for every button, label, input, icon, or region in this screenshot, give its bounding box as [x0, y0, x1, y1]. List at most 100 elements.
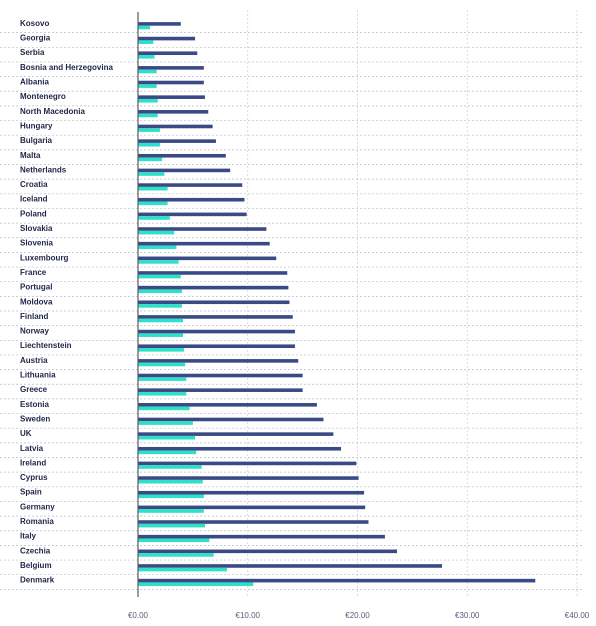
bar-series-1	[138, 403, 317, 407]
bar-series-1	[138, 153, 226, 158]
bar-series-2	[138, 157, 163, 162]
bar-series-2	[138, 69, 157, 74]
category-label: Croatia	[20, 180, 48, 189]
bar-series-2	[138, 55, 155, 59]
bar-series-1	[138, 490, 365, 495]
bar-series-1	[138, 80, 204, 85]
bar-series-1	[138, 300, 290, 305]
x-axis-ticks: €0.00 €10.00 €20.00 €30.00 €40.00	[128, 611, 590, 620]
category-label: Hungary	[20, 121, 53, 130]
category-label: Germany	[20, 502, 55, 511]
bar-series-1	[138, 95, 205, 99]
category-label: Latvia	[20, 444, 44, 453]
category-label: Slovenia	[20, 239, 53, 248]
bar-series-1	[138, 212, 247, 217]
bar-series-1	[138, 432, 334, 436]
bar-series-1	[138, 476, 359, 480]
bar-series-2	[138, 84, 157, 88]
bar-series-1	[138, 139, 216, 143]
category-label: Denmark	[20, 576, 55, 585]
bar-series-1	[138, 285, 289, 290]
bar-series-2	[138, 523, 205, 528]
bar-series-2	[138, 186, 168, 191]
bar-series-1	[138, 36, 196, 41]
bar-series-1	[138, 227, 267, 231]
bar-series-1	[138, 66, 204, 70]
category-label: Iceland	[20, 195, 48, 204]
category-label: Greece	[20, 385, 48, 394]
category-label: Portugal	[20, 283, 52, 292]
bar-series-1	[138, 183, 243, 187]
bar-series-1	[138, 22, 181, 26]
bar-series-1	[138, 388, 303, 392]
bar-series-2	[138, 509, 204, 513]
bar-series-1	[138, 315, 293, 319]
category-label: Italy	[20, 532, 37, 541]
category-label: Ireland	[20, 458, 46, 467]
bar-series-2	[138, 245, 177, 250]
category-label: Sweden	[20, 414, 50, 423]
bar-series-2	[138, 421, 193, 425]
category-label: Moldova	[20, 297, 53, 306]
bar-series-2	[138, 377, 187, 381]
bar-series-2	[138, 333, 183, 337]
category-label: Norway	[20, 327, 49, 336]
category-label: Liechtenstein	[20, 341, 72, 350]
bar-series-1	[138, 549, 398, 554]
category-label: Romania	[20, 517, 54, 526]
bar-series-2	[138, 318, 183, 323]
bar-series-1	[138, 241, 270, 246]
bars	[138, 22, 536, 587]
bar-series-1	[138, 578, 536, 583]
category-label: Poland	[20, 209, 47, 218]
category-label: Austria	[20, 356, 48, 365]
x-tick-label: €40.00	[565, 611, 590, 620]
bar-series-1	[138, 110, 209, 114]
category-label: France	[20, 268, 47, 277]
bar-series-2	[138, 230, 175, 235]
bar-series-1	[138, 197, 245, 202]
bar-series-2	[138, 494, 204, 499]
bar-series-2	[138, 406, 190, 411]
bar-series-2	[138, 362, 186, 367]
bar-series-2	[138, 128, 160, 132]
bar-series-2	[138, 289, 182, 294]
bar-series-2	[138, 567, 227, 572]
bar-series-1	[138, 373, 303, 378]
x-tick-label: €0.00	[128, 611, 149, 620]
bar-series-2	[138, 450, 197, 455]
category-label: Czechia	[20, 546, 51, 555]
category-label: North Macedonia	[20, 107, 85, 116]
bar-series-1	[138, 520, 369, 524]
category-label: Bulgaria	[20, 136, 53, 145]
bar-series-2	[138, 25, 151, 30]
bar-series-2	[138, 435, 196, 440]
bar-series-2	[138, 113, 158, 118]
bar-series-2	[138, 348, 185, 352]
category-label: Finland	[20, 312, 49, 321]
bar-series-1	[138, 417, 324, 422]
bar-series-1	[138, 329, 295, 334]
row-separators	[0, 32, 582, 590]
bar-series-1	[138, 271, 288, 275]
category-label: Estonia	[20, 400, 49, 409]
category-label: Slovakia	[20, 224, 53, 233]
bar-series-2	[138, 98, 158, 103]
category-label: Malta	[20, 151, 41, 160]
bar-series-1	[138, 124, 213, 129]
category-label: Serbia	[20, 48, 45, 57]
category-label: Cyprus	[20, 473, 48, 482]
bar-series-2	[138, 304, 182, 308]
x-tick-label: €20.00	[345, 611, 370, 620]
bar-series-1	[138, 564, 443, 568]
bar-series-2	[138, 40, 154, 44]
bar-series-2	[138, 142, 160, 147]
category-label: Montenegro	[20, 92, 66, 101]
bar-series-2	[138, 553, 214, 557]
category-label: Kosovo	[20, 19, 49, 28]
bar-series-2	[138, 274, 181, 279]
bar-series-1	[138, 446, 342, 451]
bar-series-2	[138, 391, 187, 396]
category-label: UK	[20, 429, 32, 438]
